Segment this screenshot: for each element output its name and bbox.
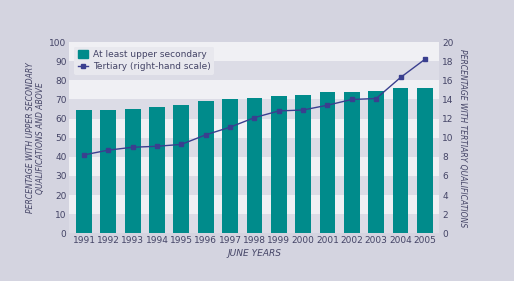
Y-axis label: PERCENTAGE WITH UPPER SECONDARY
QUALIFICATIONS AND ABOVE: PERCENTAGE WITH UPPER SECONDARY QUALIFIC… — [26, 62, 45, 213]
Bar — [368, 91, 384, 233]
Legend: At least upper secondary, Tertiary (right-hand scale): At least upper secondary, Tertiary (righ… — [74, 47, 214, 74]
Bar — [69, 176, 439, 195]
Bar — [320, 92, 336, 233]
Bar — [174, 105, 189, 233]
Bar — [100, 110, 116, 233]
Bar — [69, 99, 439, 119]
Bar — [69, 138, 439, 157]
Bar — [417, 88, 433, 233]
X-axis label: JUNE YEARS: JUNE YEARS — [227, 249, 282, 258]
Y-axis label: PERCENTAGE WITH TERTIARY QUALIFICATIONS: PERCENTAGE WITH TERTIARY QUALIFICATIONS — [458, 49, 467, 227]
Bar — [125, 109, 141, 233]
Bar — [393, 88, 409, 233]
Bar — [222, 99, 238, 233]
Bar — [247, 98, 262, 233]
Bar — [69, 119, 439, 138]
Bar — [69, 214, 439, 233]
Bar — [271, 96, 287, 233]
Bar — [69, 42, 439, 61]
Bar — [76, 110, 92, 233]
Bar — [295, 95, 311, 233]
Bar — [69, 61, 439, 80]
Bar — [69, 157, 439, 176]
Bar — [69, 195, 439, 214]
Bar — [149, 107, 165, 233]
Bar — [198, 101, 214, 233]
Bar — [69, 80, 439, 99]
Bar — [344, 92, 360, 233]
